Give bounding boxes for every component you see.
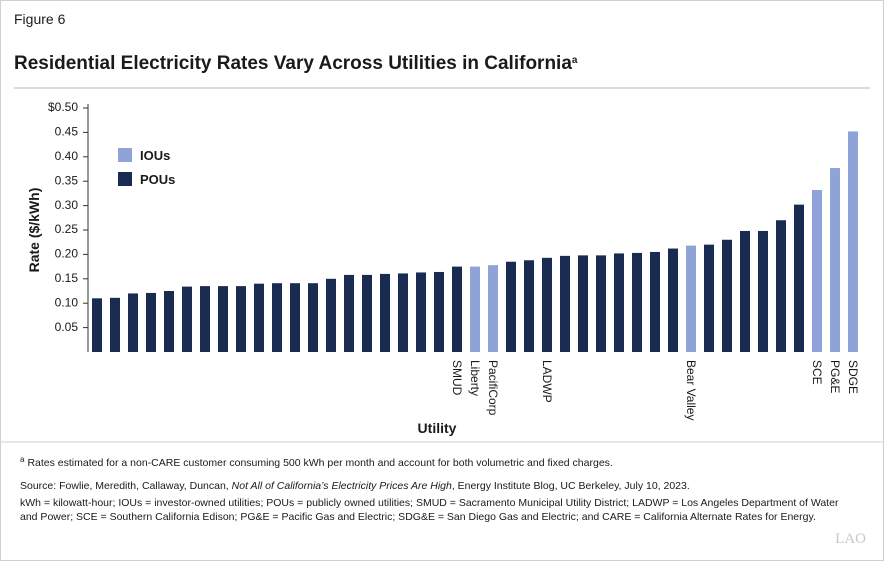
bar xyxy=(164,291,174,352)
bar xyxy=(470,266,480,352)
y-tick-label: 0.40 xyxy=(55,149,79,163)
title-note: a xyxy=(572,55,578,66)
logo: LAO xyxy=(835,531,866,547)
bar xyxy=(434,271,444,352)
bar xyxy=(200,286,210,352)
x-tick-label: SCE xyxy=(810,360,824,385)
bar xyxy=(398,273,408,352)
bar xyxy=(92,298,102,352)
y-tick-label: 0.30 xyxy=(55,198,79,212)
bar xyxy=(722,239,732,352)
bar xyxy=(488,265,498,352)
bar xyxy=(362,274,372,352)
y-tick-label: 0.15 xyxy=(55,271,79,285)
bar xyxy=(578,255,588,352)
x-tick-label: SMUD xyxy=(450,360,464,396)
abbreviations: kWh = kilowatt-hour; IOUs = investor-own… xyxy=(20,497,839,509)
y-tick-label: 0.05 xyxy=(55,320,79,334)
bar xyxy=(110,297,120,352)
bar xyxy=(614,253,624,352)
x-tick-label: LADWP xyxy=(540,360,554,403)
bar xyxy=(758,230,768,352)
bar xyxy=(848,131,858,352)
footnote-text: Rates estimated for a non-CARE customer … xyxy=(27,457,612,469)
bar xyxy=(128,293,138,352)
bar xyxy=(740,230,750,352)
bar xyxy=(776,220,786,352)
x-tick-label: Bear Valley xyxy=(684,360,698,420)
y-tick-label: 0.35 xyxy=(55,173,79,187)
x-tick-label: SDGE xyxy=(846,360,860,394)
source-title: Not All of California’s Electricity Pric… xyxy=(232,480,452,492)
bar xyxy=(686,245,696,352)
y-tick-label: 0.25 xyxy=(55,222,79,236)
bar xyxy=(146,292,156,352)
figure-label: Figure 6 xyxy=(14,11,66,27)
source: Source: Fowlie, Meredith, Callaway, Dunc… xyxy=(20,480,690,492)
title-text: Residential Electricity Rates Vary Acros… xyxy=(14,53,572,74)
bar xyxy=(182,286,192,352)
bar xyxy=(524,260,534,352)
y-tick-label: 0.10 xyxy=(55,295,79,309)
bar xyxy=(380,273,390,352)
bar xyxy=(308,283,318,352)
bar xyxy=(542,257,552,352)
bar xyxy=(632,252,642,352)
bar xyxy=(812,189,822,352)
x-axis-title: Utility xyxy=(418,420,457,436)
bar xyxy=(452,266,462,352)
legend-swatch xyxy=(118,172,132,186)
footnote-marker: a xyxy=(20,455,25,464)
bar xyxy=(218,286,228,352)
bar xyxy=(254,283,264,352)
source-text: , Energy Institute Blog, UC Berkeley, Ju… xyxy=(452,480,690,492)
legend-label: IOUs xyxy=(140,148,170,163)
abbreviations: and Power; SCE = Southern California Edi… xyxy=(20,511,816,523)
bar xyxy=(344,274,354,352)
y-axis-title: Rate ($/kWh) xyxy=(26,188,42,273)
y-tick-label: $0.50 xyxy=(48,100,78,114)
chart-title: Residential Electricity Rates Vary Acros… xyxy=(14,53,578,74)
bar xyxy=(290,283,300,352)
bar xyxy=(668,248,678,352)
bar xyxy=(650,251,660,352)
bar xyxy=(272,283,282,352)
x-tick-label: PG&E xyxy=(828,360,842,393)
bar xyxy=(326,278,336,352)
bar xyxy=(416,272,426,352)
bar xyxy=(830,168,840,352)
x-tick-label: Liberty xyxy=(468,360,482,396)
bar xyxy=(236,286,246,352)
source-text: Source: Fowlie, Meredith, Callaway, Dunc… xyxy=(20,480,232,492)
legend-label: POUs xyxy=(140,172,175,187)
y-tick-label: 0.20 xyxy=(55,247,79,261)
bar xyxy=(794,204,804,352)
bar xyxy=(596,255,606,352)
x-tick-label: PacifiCorp xyxy=(486,360,500,416)
legend-swatch xyxy=(118,148,132,162)
bar xyxy=(560,255,570,352)
y-tick-label: 0.45 xyxy=(55,125,79,139)
bar xyxy=(506,261,516,352)
footnote: a Rates estimated for a non-CARE customer… xyxy=(20,455,613,469)
bar xyxy=(704,244,714,352)
